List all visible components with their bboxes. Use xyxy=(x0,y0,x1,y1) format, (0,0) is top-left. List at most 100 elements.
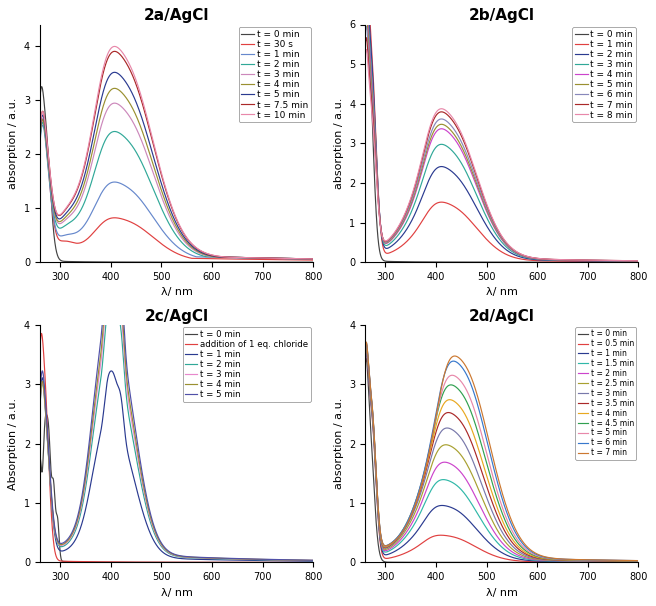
t = 1 min xyxy=(50,216,58,224)
t = 4 min xyxy=(361,11,369,18)
t = 4.5 min xyxy=(577,556,584,564)
t = 3 min xyxy=(494,234,502,241)
t = 30 s xyxy=(301,256,309,264)
t = 2 min xyxy=(362,345,370,352)
t = 1 min xyxy=(375,525,383,533)
t = 6 min xyxy=(487,215,495,222)
Line: t = 5 min: t = 5 min xyxy=(365,15,638,261)
t = 1.5 min xyxy=(375,524,383,531)
X-axis label: λ/ nm: λ/ nm xyxy=(161,588,192,598)
t = 3 min xyxy=(487,505,495,512)
t = 6 min xyxy=(626,557,634,564)
t = 5 min xyxy=(50,516,58,524)
t = 4 min xyxy=(626,558,634,565)
t = 4 min xyxy=(494,507,502,514)
X-axis label: λ/ nm: λ/ nm xyxy=(486,287,518,298)
t = 4 min xyxy=(108,253,115,261)
t = 3 min xyxy=(301,557,309,564)
t = 1 min xyxy=(487,240,495,247)
t = 3 min xyxy=(36,405,44,413)
t = 3 min xyxy=(626,558,634,565)
t = 2 min xyxy=(169,227,177,234)
t = 7 min xyxy=(361,348,369,356)
t = 2 min xyxy=(626,558,634,565)
t = 7.5 min xyxy=(50,199,58,206)
t = 3 min xyxy=(494,521,502,528)
t = 4 min xyxy=(310,255,318,262)
t = 2 min xyxy=(39,119,47,126)
t = 4 min xyxy=(634,258,642,265)
t = 1 min xyxy=(302,558,310,565)
t = 0 min xyxy=(375,547,383,554)
addition of 1 eq. chloride xyxy=(302,559,310,566)
t = 0 min xyxy=(50,231,58,238)
t = 2.5 min xyxy=(362,344,370,351)
Line: t = 2 min: t = 2 min xyxy=(365,0,638,261)
t = 5 min xyxy=(361,350,369,357)
t = 5 min xyxy=(487,465,495,473)
t = 0 min xyxy=(302,259,310,266)
t = 1 min xyxy=(39,121,47,128)
t = 3 min xyxy=(302,255,310,262)
t = 6 min xyxy=(362,339,370,346)
t = 2 min xyxy=(310,255,318,262)
t = 2 min xyxy=(626,258,634,265)
t = 1 min xyxy=(251,557,259,564)
t = 6 min xyxy=(494,228,502,236)
t = 4 min xyxy=(310,557,318,564)
t = 3 min xyxy=(626,258,634,265)
t = 3.5 min xyxy=(494,514,502,521)
t = 3 min xyxy=(302,557,310,564)
Line: t = 4 min: t = 4 min xyxy=(40,88,314,259)
t = 5 min xyxy=(375,207,383,214)
t = 2 min xyxy=(162,213,170,221)
t = 4 min xyxy=(301,557,309,564)
t = 0 min xyxy=(301,259,309,266)
t = 30 s xyxy=(302,256,310,264)
t = 2 min xyxy=(169,551,177,559)
Title: 2c/AgCl: 2c/AgCl xyxy=(144,308,209,324)
t = 6 min xyxy=(634,557,642,564)
t = 3.5 min xyxy=(634,558,642,565)
t = 0 min xyxy=(302,559,310,566)
Title: 2b/AgCl: 2b/AgCl xyxy=(469,8,535,24)
t = 0 min xyxy=(36,457,44,464)
t = 0 min xyxy=(487,559,495,566)
t = 1.5 min xyxy=(577,558,584,565)
t = 7 min xyxy=(577,556,584,563)
t = 4 min xyxy=(302,557,310,564)
t = 2 min xyxy=(494,239,502,246)
t = 5 min xyxy=(310,255,318,262)
t = 1.5 min xyxy=(626,558,634,565)
t = 3 min xyxy=(111,99,119,107)
t = 5 min xyxy=(36,396,44,403)
t = 0 min xyxy=(362,355,370,362)
t = 3 min xyxy=(50,519,58,527)
t = 5 min xyxy=(169,550,177,558)
t = 1.5 min xyxy=(361,356,369,364)
t = 2 min xyxy=(487,229,495,236)
t = 5 min xyxy=(362,339,370,347)
t = 4.5 min xyxy=(494,498,502,505)
t = 2 min xyxy=(487,523,495,530)
t = 8 min xyxy=(626,257,634,264)
t = 5 min xyxy=(169,213,177,220)
t = 30 s xyxy=(39,116,47,123)
addition of 1 eq. chloride xyxy=(36,348,44,355)
t = 2 min xyxy=(626,258,634,265)
t = 1 min xyxy=(301,558,309,565)
t = 0 min xyxy=(626,559,634,566)
t = 4 min xyxy=(487,485,495,493)
t = 3 min xyxy=(251,556,259,563)
t = 6 min xyxy=(362,22,370,30)
t = 3 min xyxy=(634,558,642,565)
t = 0 min xyxy=(43,411,51,418)
t = 4 min xyxy=(251,556,259,563)
Line: t = 6 min: t = 6 min xyxy=(365,342,638,561)
t = 1 min xyxy=(162,231,170,238)
t = 8 min xyxy=(634,257,642,264)
t = 1 min xyxy=(50,523,58,530)
X-axis label: λ/ nm: λ/ nm xyxy=(486,588,518,598)
t = 5 min xyxy=(577,556,584,564)
t = 2.5 min xyxy=(626,558,634,565)
